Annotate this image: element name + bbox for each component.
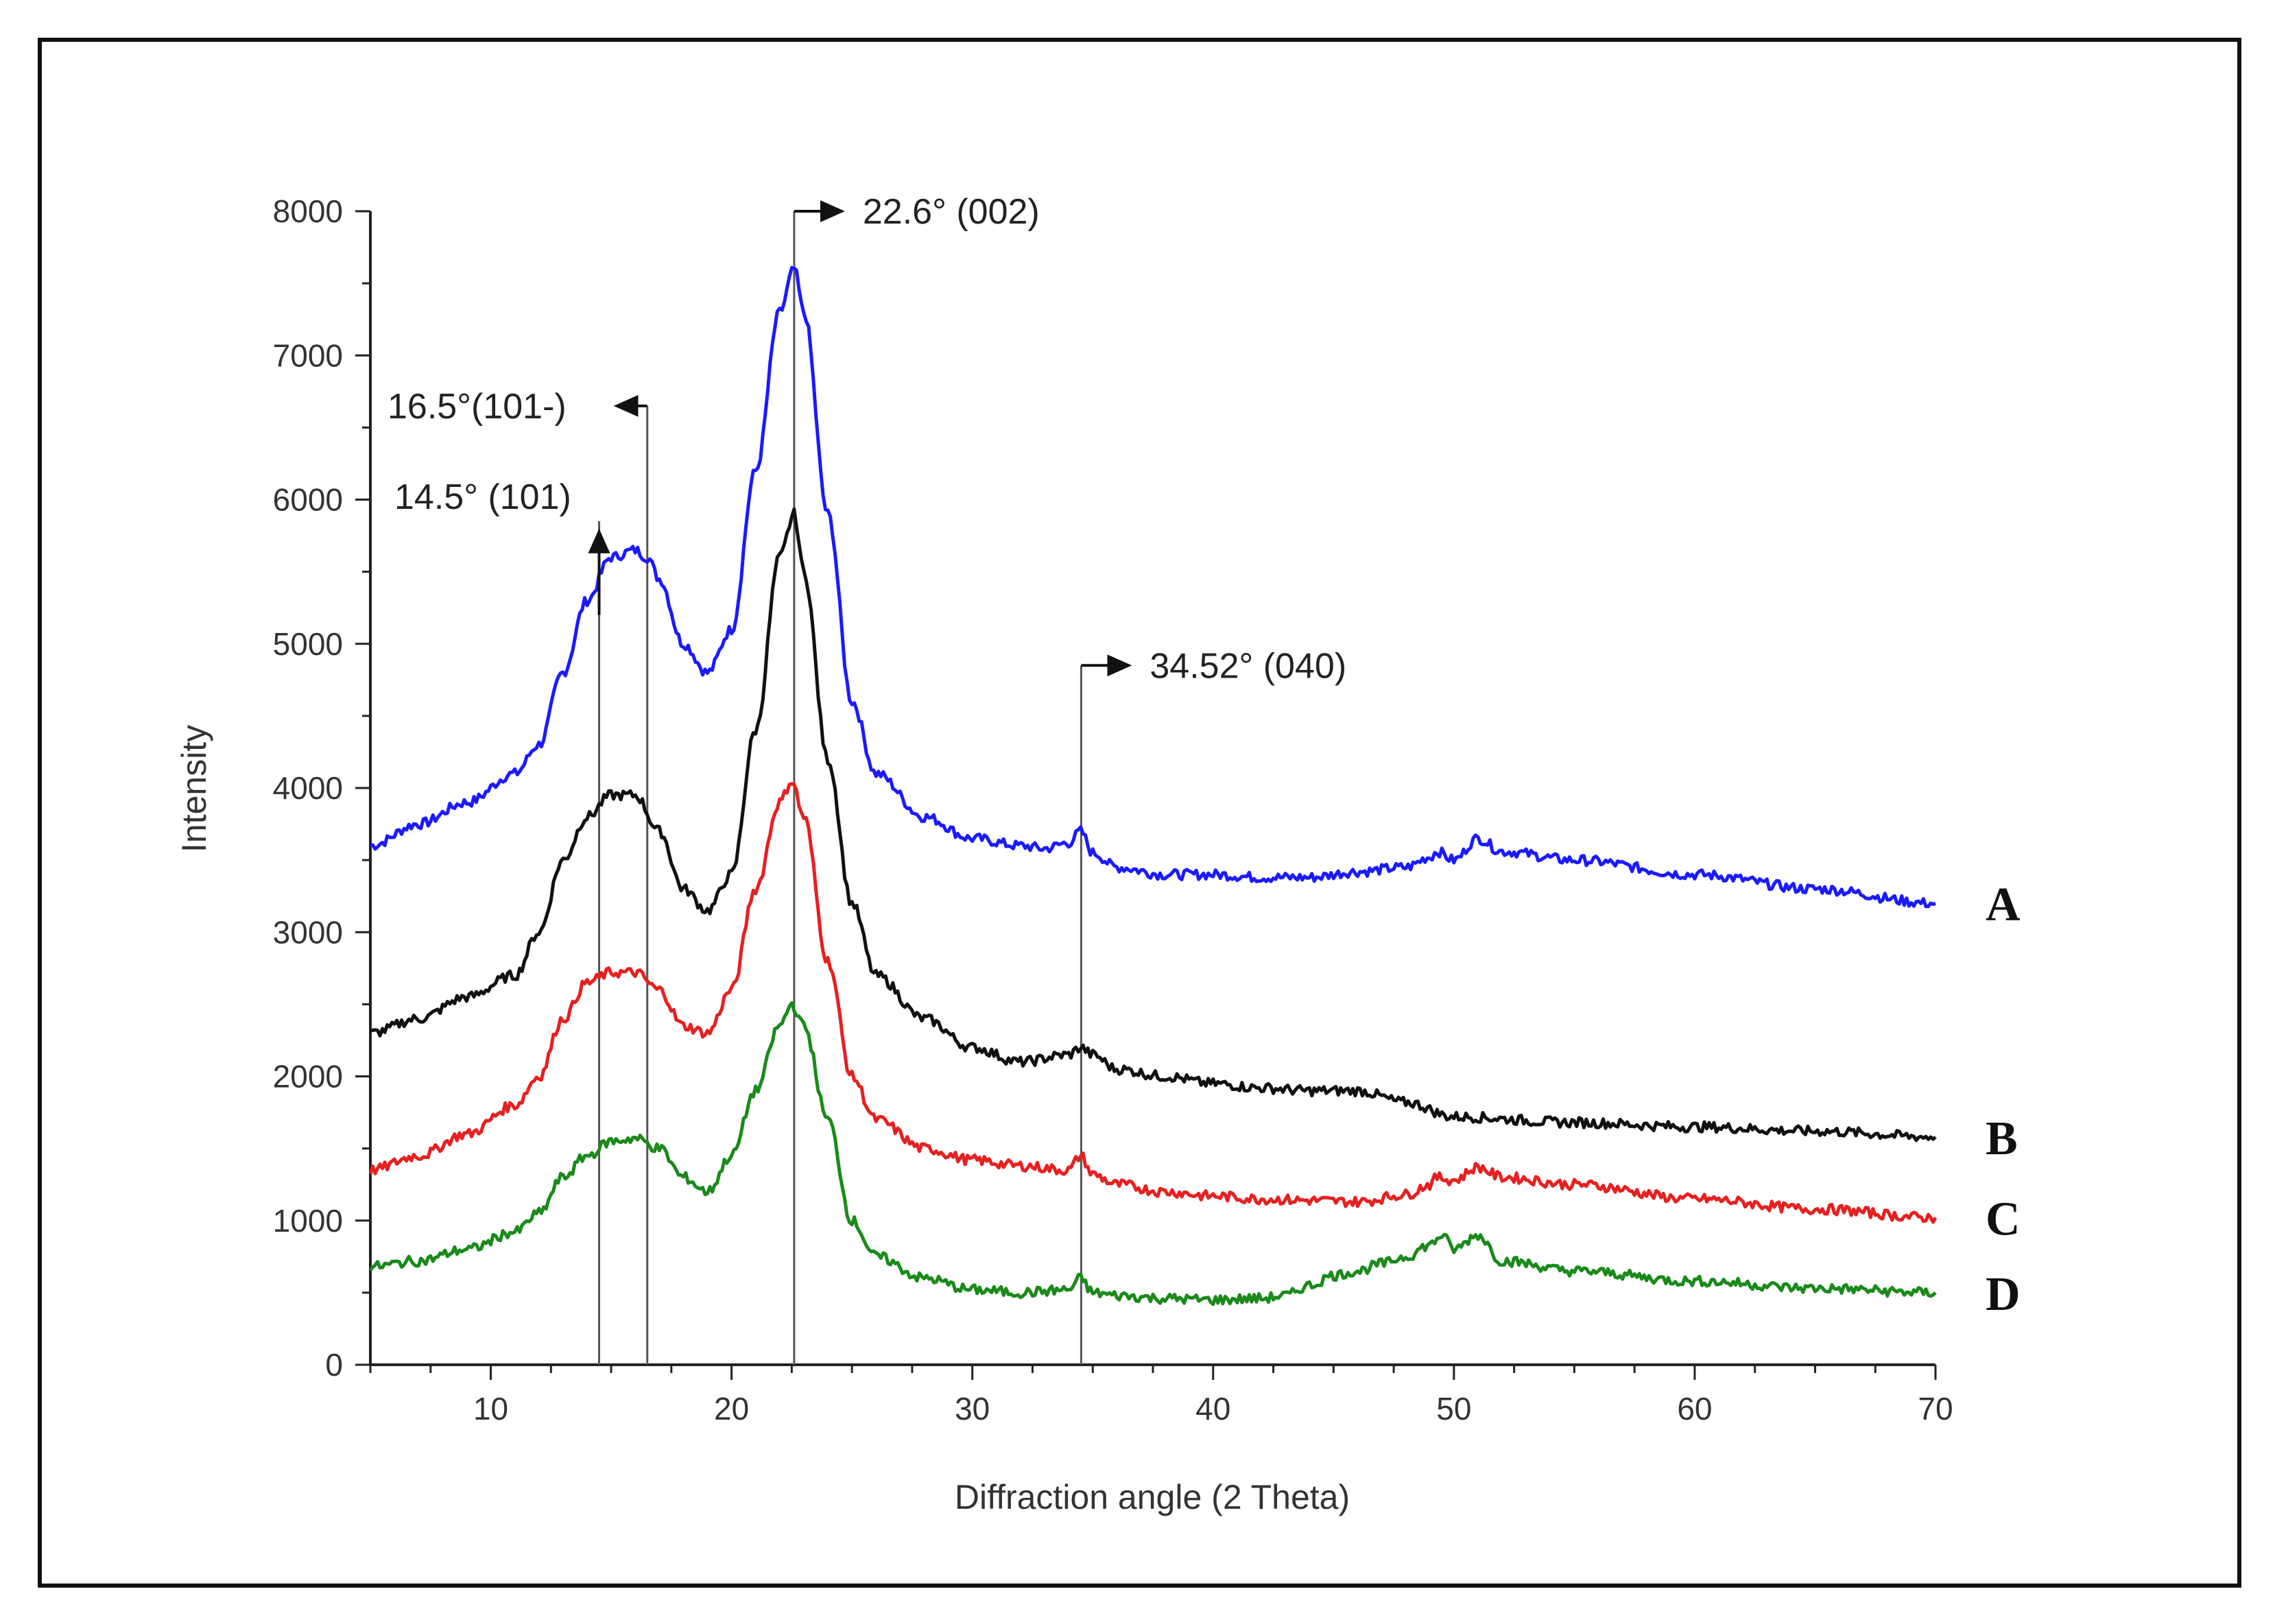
y-tick-label: 6000 (273, 482, 343, 518)
series-line-D (369, 1001, 1937, 1306)
series-label-D: D (1986, 1268, 2021, 1321)
series-label-A: A (1986, 879, 2021, 931)
series-line-C (368, 782, 1938, 1224)
series-group: A BCD (368, 265, 2021, 1321)
y-tick-label: 1000 (273, 1203, 343, 1239)
x-tick-label: 20 (714, 1391, 749, 1426)
y-tick-label: 0 (325, 1347, 343, 1383)
y-tick-label: 7000 (273, 337, 343, 373)
annotation-label: 34.52° (040) (1150, 646, 1346, 686)
y-tick-label: 5000 (273, 626, 343, 662)
x-tick-label: 10 (473, 1391, 508, 1426)
x-tick-label: 30 (955, 1391, 990, 1426)
x-axis-title: Diffraction angle (2 Theta) (955, 1478, 1350, 1516)
x-tick-label: 70 (1918, 1391, 1953, 1426)
annotation-label: 14.5° (101) (394, 477, 571, 517)
x-tick-label: 50 (1436, 1391, 1471, 1426)
series-label-C: C (1986, 1193, 2021, 1246)
annotation-label: 16.5°(101-) (388, 387, 567, 427)
y-axis-title: Intensity (175, 725, 213, 852)
figure-frame (38, 38, 2241, 1588)
series-line-B (370, 507, 1937, 1143)
y-tick-label: 2000 (273, 1059, 343, 1095)
axes: 10 20 30 40 50 60 70 0 1000 2000 3000 4000 5000 6000 7… (273, 193, 1953, 1426)
y-tick-label: 8000 (273, 193, 343, 229)
series-line-A (370, 265, 1936, 909)
x-tick-label: 60 (1677, 1391, 1712, 1426)
x-tick-label: 40 (1195, 1391, 1230, 1426)
peak-reference-lines (598, 211, 1082, 1365)
series-label-B: B (1986, 1112, 2018, 1165)
annotations-group: 14.5° (101) 16.5°(101-) 22.6° (002) 34.52° … (388, 192, 1346, 686)
y-tick-label: 4000 (273, 770, 343, 806)
y-tick-label: 3000 (273, 914, 343, 950)
annotation-label: 22.6° (002) (863, 192, 1040, 232)
